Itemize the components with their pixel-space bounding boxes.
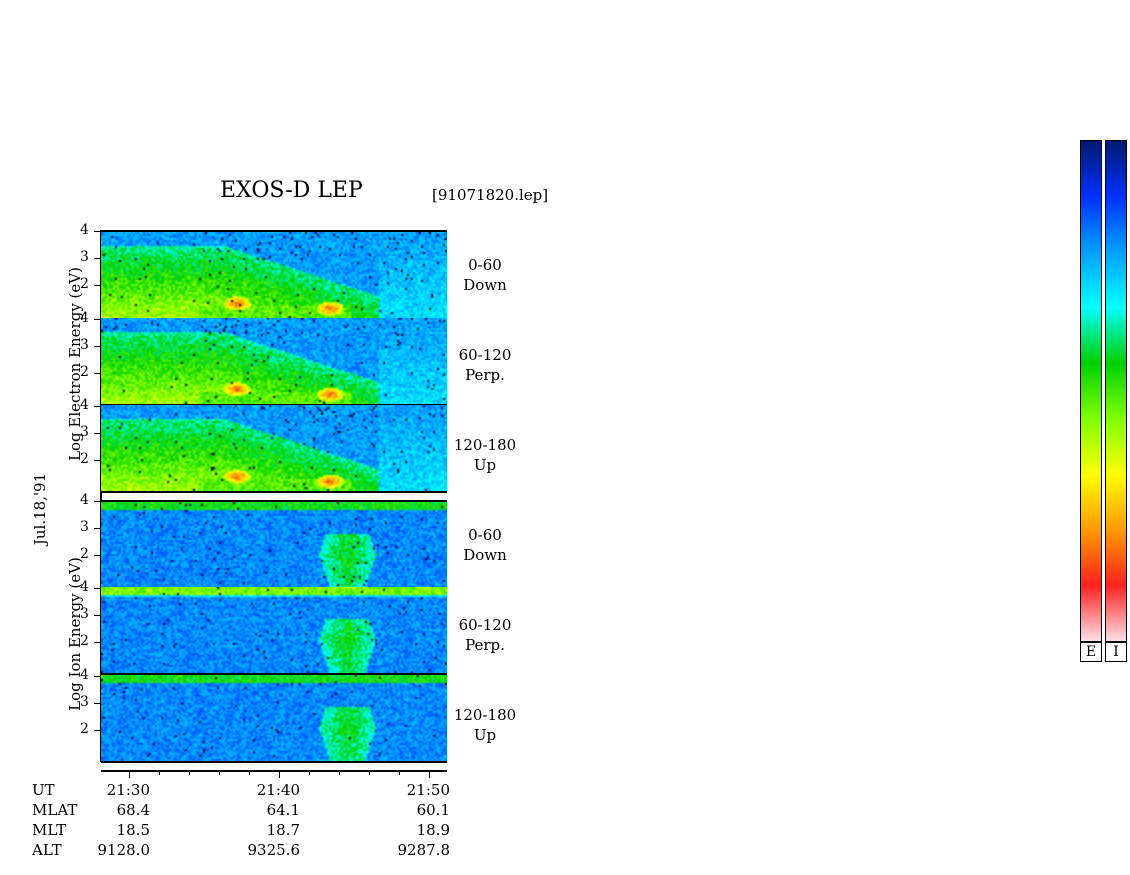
y-tick-mark: [94, 588, 101, 590]
y-tick-mark: [94, 615, 101, 617]
y-tick-label: 3: [80, 606, 89, 623]
y-tick-mark: [94, 433, 101, 435]
spectrogram-ion-perp: [101, 587, 447, 673]
info-alt-3: 9287.8: [397, 841, 451, 859]
spectrogram-electron-perp: [101, 318, 447, 404]
y-tick-mark: [94, 676, 101, 678]
y-tick-mark: [94, 285, 101, 287]
y-axis-line: [100, 230, 102, 762]
y-tick-mark: [94, 642, 101, 644]
x-tick-mark: [159, 770, 160, 775]
info-mlat-3: 60.1: [416, 801, 450, 819]
y-tick-label: 4: [80, 310, 89, 327]
y-tick-mark: [94, 528, 101, 530]
x-tick-mark: [339, 770, 340, 775]
x-tick-mark: [369, 770, 370, 775]
info-ut-2: 21:40: [256, 781, 300, 799]
y-tick-mark: [94, 373, 101, 375]
panel-ion-down: [101, 500, 447, 590]
y-tick-label: 2: [80, 364, 89, 381]
y-tick-label: 3: [80, 424, 89, 441]
info-alt-1: 9128.0: [97, 841, 151, 859]
spectrogram-electron-up: [101, 405, 447, 491]
y-tick-label: 3: [80, 249, 89, 266]
y-tick-mark: [94, 406, 101, 408]
colorbar-label-e: E: [1080, 642, 1102, 662]
info-mlat-2: 64.1: [266, 801, 300, 819]
panel-ion-perp: [101, 587, 447, 675]
panel-label-ion-up: 120-180 Up: [453, 706, 517, 744]
y-tick-label: 2: [80, 451, 89, 468]
y-tick-mark: [94, 231, 101, 233]
x-tick-mark: [249, 770, 250, 775]
y-tick-label: 2: [80, 276, 89, 293]
x-axis-line: [101, 770, 447, 772]
y-tick-mark: [94, 460, 101, 462]
spectrogram-electron-down: [101, 232, 447, 318]
colorbar-ion: [1105, 140, 1127, 642]
x-tick-mark: [279, 770, 280, 778]
y-tick-label: 4: [80, 397, 89, 414]
y-tick-mark: [94, 703, 101, 705]
plot-title: EXOS-D LEP: [220, 178, 363, 203]
x-tick-mark: [309, 770, 310, 775]
panel-electron-perp: [101, 318, 447, 406]
date-label: Jul.18,'91: [31, 472, 49, 546]
y-tick-label: 4: [80, 222, 89, 239]
y-tick-label: 3: [80, 519, 89, 536]
y-tick-mark: [94, 319, 101, 321]
spectrogram-ion-down: [101, 502, 447, 588]
y-tick-mark: [94, 501, 101, 503]
y-tick-label: 4: [80, 667, 89, 684]
info-mlt-3: 18.9: [416, 821, 450, 839]
colorbar-electron: [1080, 140, 1102, 642]
panel-label-electron-up: 120-180 Up: [453, 436, 517, 474]
y-tick-mark: [94, 346, 101, 348]
panel-label-electron-down: 0-60 Down: [463, 256, 507, 294]
y-tick-label: 3: [80, 337, 89, 354]
file-name: [91071820.lep]: [432, 186, 549, 204]
colorbar-label-i: I: [1105, 642, 1127, 662]
info-label-alt: ALT: [32, 841, 62, 859]
panel-ion-up: [101, 675, 447, 763]
info-row-labels: UT MLAT MLT ALT: [32, 780, 77, 860]
y-tick-mark: [94, 555, 101, 557]
x-tick-mark: [219, 770, 220, 775]
panel-electron-up: [101, 405, 447, 493]
y-tick-mark: [94, 258, 101, 260]
y-tick-label: 3: [80, 694, 89, 711]
x-tick-mark: [189, 770, 190, 775]
info-mlat-1: 68.4: [116, 801, 150, 819]
panel-label-ion-perp: 60-120 Perp.: [458, 616, 512, 654]
panel-label-ion-down: 0-60 Down: [463, 526, 507, 564]
info-column-2: 21:40 64.1 18.7 9325.6: [238, 780, 301, 860]
info-mlt-2: 18.7: [266, 821, 300, 839]
info-column-3: 21:50 60.1 18.9 9287.8: [388, 780, 451, 860]
y-tick-label: 4: [80, 492, 89, 509]
y-tick-label: 2: [80, 546, 89, 563]
y-tick-mark: [94, 730, 101, 732]
info-ut-3: 21:50: [406, 781, 450, 799]
info-label-ut: UT: [32, 781, 55, 799]
info-column-1: 21:30 68.4 18.5 9128.0: [88, 780, 151, 860]
y-tick-label: 2: [80, 633, 89, 650]
x-tick-mark: [399, 770, 400, 775]
y-tick-label: 2: [80, 721, 89, 738]
panel-label-electron-perp: 60-120 Perp.: [458, 346, 512, 384]
info-label-mlat: MLAT: [32, 801, 78, 819]
info-ut-1: 21:30: [106, 781, 150, 799]
y-tick-label: 4: [80, 579, 89, 596]
info-label-mlt: MLT: [32, 821, 67, 839]
info-mlt-1: 18.5: [116, 821, 150, 839]
info-alt-2: 9325.6: [247, 841, 301, 859]
spectrogram-ion-up: [101, 675, 447, 761]
x-tick-mark: [429, 770, 430, 778]
panel-electron-down: [101, 230, 447, 320]
x-tick-mark: [129, 770, 130, 778]
